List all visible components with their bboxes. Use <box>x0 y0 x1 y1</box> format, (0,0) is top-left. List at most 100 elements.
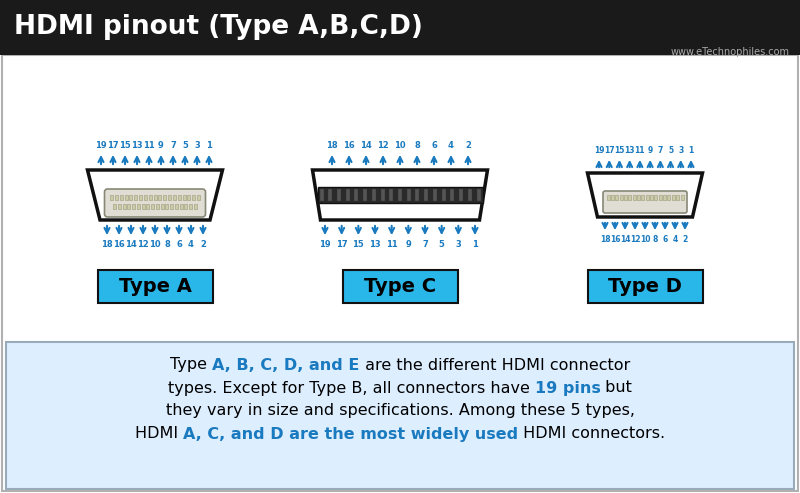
Text: www.eTechnophiles.com: www.eTechnophiles.com <box>671 47 790 57</box>
Text: 14: 14 <box>360 141 372 150</box>
Text: 11: 11 <box>634 146 645 155</box>
Bar <box>363 189 367 201</box>
FancyBboxPatch shape <box>105 189 206 217</box>
Bar <box>468 189 472 201</box>
Text: 8: 8 <box>652 235 658 244</box>
Polygon shape <box>87 170 222 220</box>
Bar <box>142 204 145 209</box>
Text: 16: 16 <box>113 240 125 249</box>
FancyBboxPatch shape <box>587 270 702 303</box>
Text: 19: 19 <box>594 146 604 155</box>
Text: 6: 6 <box>431 141 437 150</box>
Bar <box>170 204 173 209</box>
Text: 1: 1 <box>206 141 212 150</box>
Text: 1: 1 <box>688 146 694 155</box>
Text: 10: 10 <box>149 240 161 249</box>
Bar <box>149 195 152 200</box>
Text: 18: 18 <box>326 141 338 150</box>
Text: 12: 12 <box>630 235 640 244</box>
Text: 1: 1 <box>472 240 478 249</box>
Bar <box>6 342 794 489</box>
Text: 17: 17 <box>336 240 347 249</box>
Text: 4: 4 <box>672 235 678 244</box>
Bar <box>154 195 157 200</box>
Bar <box>178 195 181 200</box>
Text: 4: 4 <box>188 240 194 249</box>
Bar <box>615 195 618 200</box>
Bar <box>672 195 674 200</box>
Text: 11: 11 <box>143 141 155 150</box>
Text: A, C, and D are the most widely used: A, C, and D are the most widely used <box>183 426 518 442</box>
Bar <box>163 195 166 200</box>
Text: Type: Type <box>170 357 212 373</box>
Bar <box>611 195 614 200</box>
Text: HDMI connectors.: HDMI connectors. <box>518 426 666 442</box>
Bar <box>650 195 653 200</box>
Text: 16: 16 <box>343 141 355 150</box>
Text: 17: 17 <box>107 141 119 150</box>
Bar <box>122 204 126 209</box>
Bar <box>134 195 137 200</box>
Bar <box>132 204 135 209</box>
Bar <box>115 195 118 200</box>
Bar <box>354 189 358 201</box>
Bar <box>663 195 666 200</box>
Text: 15: 15 <box>119 141 131 150</box>
Text: 5: 5 <box>182 141 188 150</box>
Bar <box>637 195 640 200</box>
Bar <box>450 189 454 201</box>
Text: 11: 11 <box>386 240 398 249</box>
Text: 7: 7 <box>422 240 428 249</box>
Bar <box>398 189 402 201</box>
Bar <box>185 204 187 209</box>
Bar <box>606 195 610 200</box>
Bar <box>173 195 176 200</box>
Bar <box>175 204 178 209</box>
Text: 8: 8 <box>164 240 170 249</box>
Bar <box>2 55 798 491</box>
Bar <box>658 195 662 200</box>
Text: 17: 17 <box>604 146 614 155</box>
Bar <box>144 195 147 200</box>
Bar <box>442 189 446 201</box>
FancyBboxPatch shape <box>603 191 687 213</box>
Text: Type C: Type C <box>364 277 436 296</box>
Text: 7: 7 <box>658 146 663 155</box>
Bar <box>146 204 150 209</box>
Bar <box>372 189 376 201</box>
Text: they vary in size and specifications. Among these 5 types,: they vary in size and specifications. Am… <box>166 403 634 419</box>
Bar <box>654 195 658 200</box>
Text: 4: 4 <box>448 141 454 150</box>
Bar <box>139 195 142 200</box>
Bar <box>113 204 116 209</box>
Bar <box>676 195 679 200</box>
Text: 3: 3 <box>194 141 200 150</box>
Text: 18: 18 <box>600 235 610 244</box>
Text: 19 pins: 19 pins <box>534 381 601 395</box>
Bar <box>127 204 130 209</box>
Bar <box>328 189 332 201</box>
Text: 14: 14 <box>125 240 137 249</box>
Text: 7: 7 <box>170 141 176 150</box>
Bar <box>381 189 385 201</box>
Bar <box>194 204 197 209</box>
Bar <box>424 189 428 201</box>
Bar <box>158 195 162 200</box>
Text: 3: 3 <box>455 240 462 249</box>
Bar <box>190 204 192 209</box>
FancyBboxPatch shape <box>342 270 458 303</box>
Text: 6: 6 <box>176 240 182 249</box>
Bar <box>337 189 341 201</box>
Text: A, B, C, D, and E: A, B, C, D, and E <box>212 357 360 373</box>
Bar <box>681 195 683 200</box>
Text: types. Except for Type B, all connectors have: types. Except for Type B, all connectors… <box>168 381 534 395</box>
Text: 8: 8 <box>414 141 420 150</box>
Bar <box>166 204 169 209</box>
Bar <box>415 189 419 201</box>
Bar <box>137 204 140 209</box>
Text: 2: 2 <box>682 235 688 244</box>
Text: 19: 19 <box>95 141 107 150</box>
Bar <box>161 204 164 209</box>
Bar <box>192 195 195 200</box>
Text: 13: 13 <box>369 240 381 249</box>
